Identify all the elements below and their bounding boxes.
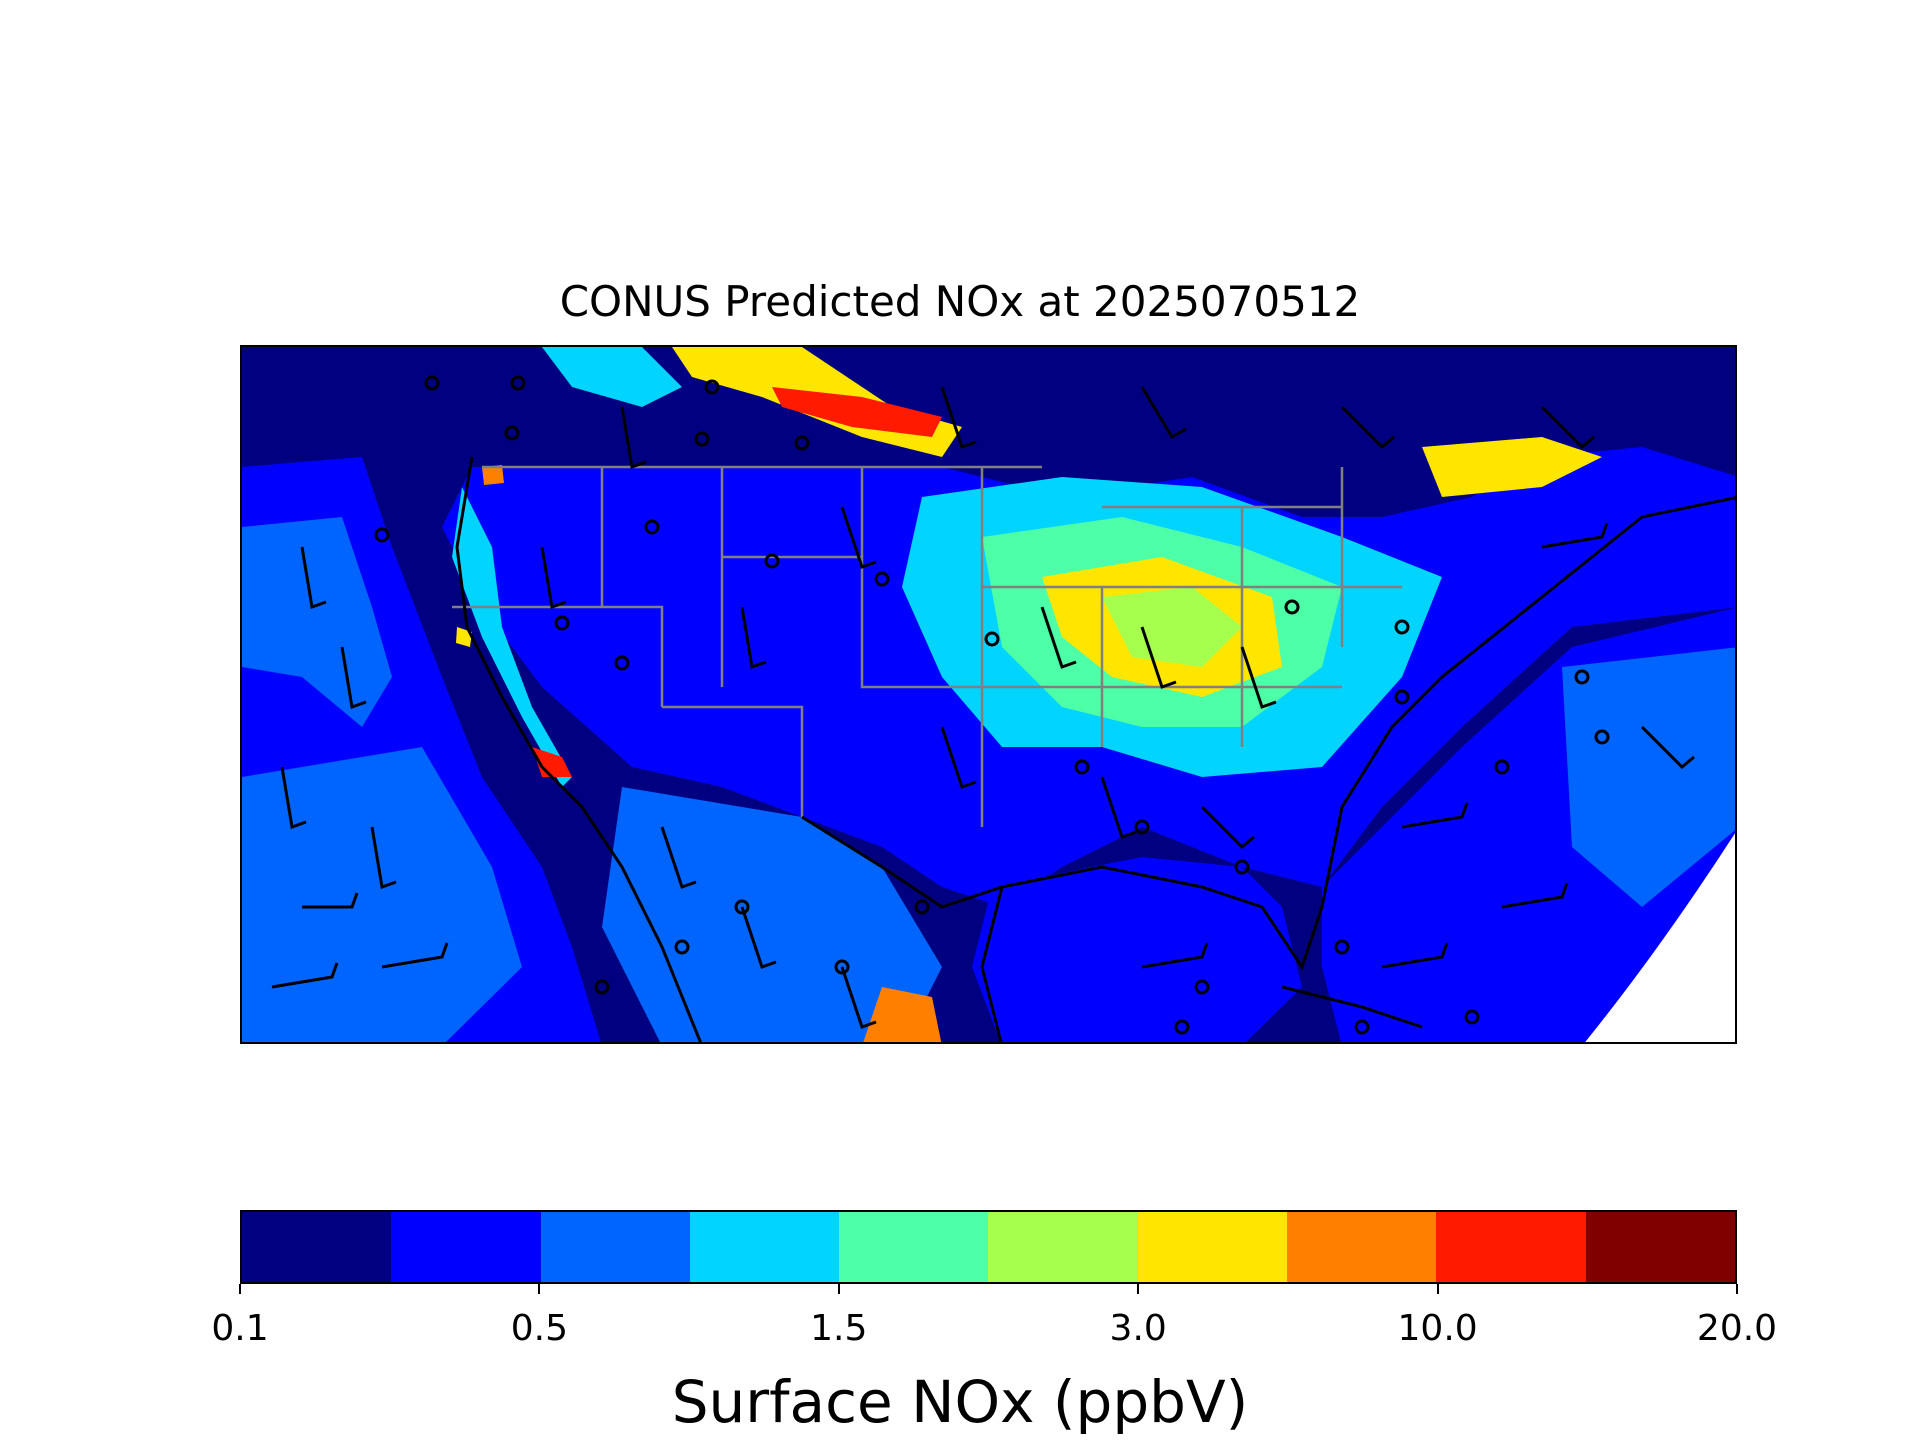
colorbar-tick-label: 3.0 bbox=[1109, 1308, 1167, 1349]
calm-wind-circles bbox=[374, 375, 1610, 1035]
canada-plume-3 bbox=[1422, 437, 1602, 497]
colorbar-tick bbox=[538, 1284, 541, 1294]
no-data-region bbox=[1585, 833, 1735, 1042]
wind-barbs bbox=[271, 386, 1695, 1029]
pacific-south-field bbox=[242, 747, 522, 1042]
seattle-hotspot bbox=[482, 465, 504, 485]
state-boundaries bbox=[452, 465, 1402, 827]
colorbar-segment bbox=[391, 1212, 541, 1282]
east-us-lime-field bbox=[1102, 587, 1242, 667]
nox-map[interactable] bbox=[240, 345, 1737, 1044]
west-coast-band bbox=[452, 487, 572, 787]
colorbar-tick bbox=[1736, 1284, 1738, 1294]
gulf-field bbox=[972, 857, 1302, 1042]
colorbar-tick bbox=[239, 1284, 241, 1294]
colorbar-segment bbox=[242, 1212, 392, 1282]
map-title: CONUS Predicted NOx at 2025070512 bbox=[559, 277, 1361, 326]
colorbar-tick bbox=[1137, 1284, 1140, 1294]
colorbar-segment bbox=[988, 1212, 1138, 1282]
canada-plume-1-core bbox=[772, 387, 942, 437]
colorbar-segment bbox=[1137, 1212, 1288, 1282]
colorbar-tick-label: 10.0 bbox=[1397, 1308, 1478, 1349]
atlantic-light-field bbox=[1562, 647, 1735, 907]
canada-plume-2 bbox=[542, 347, 682, 407]
colorbar-tick bbox=[837, 1284, 840, 1294]
colorbar-segment bbox=[1287, 1212, 1437, 1282]
colorbar bbox=[240, 1210, 1737, 1284]
mexico-field bbox=[602, 787, 942, 1042]
colorbar-segment bbox=[839, 1212, 989, 1282]
map-canvas bbox=[242, 347, 1735, 1042]
mexico-city-hotspot bbox=[863, 987, 942, 1042]
la-hotspot bbox=[532, 747, 572, 777]
colorbar-label: Surface NOx (ppbV) bbox=[671, 1368, 1249, 1436]
coastlines bbox=[455, 456, 1735, 1042]
colorbar-tick-label: 0.5 bbox=[510, 1308, 569, 1349]
colorbar-segment bbox=[689, 1212, 840, 1282]
colorbar-tick-label: 1.5 bbox=[810, 1308, 868, 1349]
colorbar-tick bbox=[1436, 1284, 1439, 1294]
pacific-light-field bbox=[242, 517, 392, 727]
colorbar-tick-label: 20.0 bbox=[1696, 1308, 1778, 1349]
colorbar-segment bbox=[540, 1212, 690, 1282]
colorbar-segment bbox=[1436, 1212, 1586, 1282]
colorbar-segment bbox=[1585, 1212, 1735, 1282]
colorbar-tick-label: 0.1 bbox=[211, 1308, 269, 1349]
